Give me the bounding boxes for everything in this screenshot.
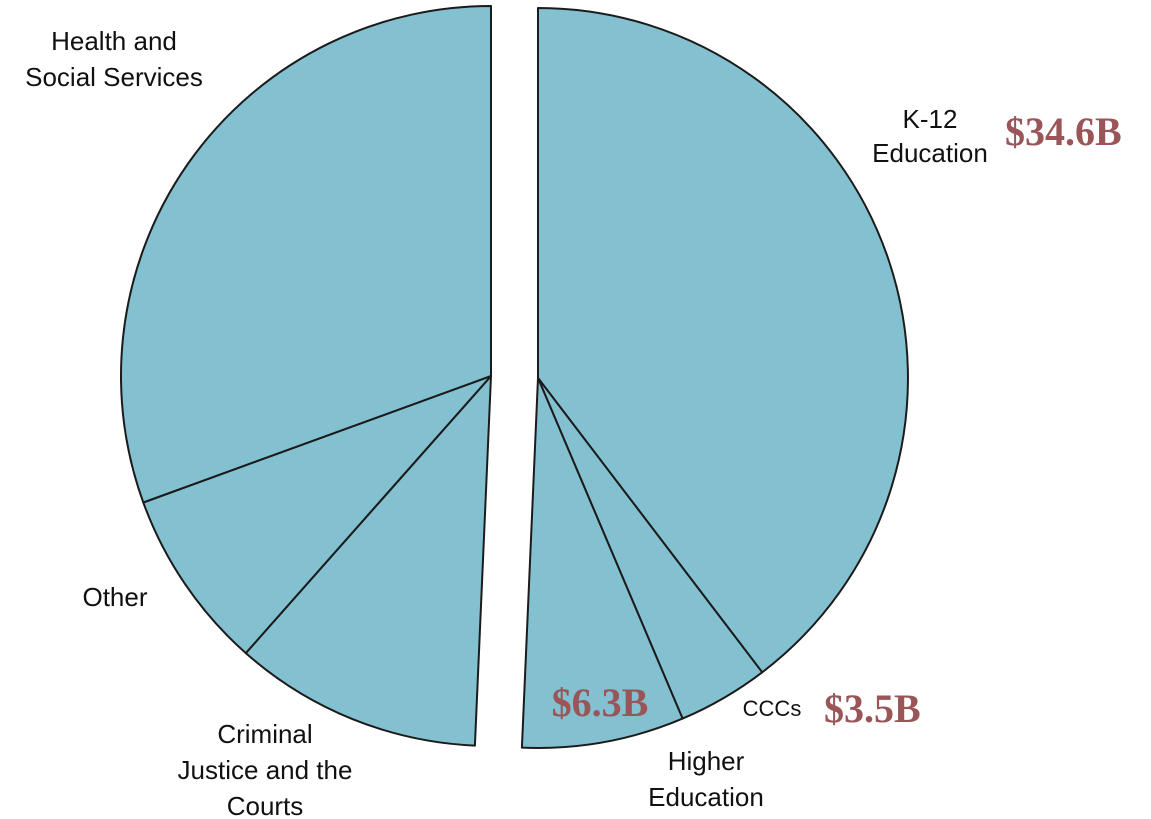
slices-layer	[120, 5, 909, 749]
slice-label-line: Social Services	[25, 62, 203, 92]
slice-label-line: Higher	[668, 746, 745, 776]
slice-label-line: K-12	[903, 104, 958, 134]
slice-label-k-12-education: K-12 Education	[872, 104, 988, 168]
slice-label-higher-education: Higher Education	[648, 746, 764, 812]
slice-label-line: CCCs	[743, 696, 802, 721]
slice-label-health-and-social-services: Health and Social Services	[25, 26, 203, 92]
amount-label-cccs: $3.5B	[824, 686, 921, 731]
slice-label-line: Education	[872, 138, 988, 168]
slice-label-criminal-justice-and-the-courts: Criminal Justice and the Courts	[178, 719, 353, 819]
pie-slice-higher-education	[520, 377, 684, 749]
slice-label-line: Criminal	[217, 719, 312, 749]
slice-label-line: Courts	[227, 791, 304, 819]
pie-slice-health-and-social-services	[120, 5, 492, 504]
slice-label-line: Education	[648, 782, 764, 812]
slice-label-cccs: CCCs	[743, 696, 802, 721]
pie-slice-criminal-justice-and-the-courts	[244, 375, 492, 747]
pie-slice-other	[142, 375, 492, 655]
slice-label-line: Other	[82, 582, 147, 612]
pie-slice-k-12-education	[537, 7, 909, 674]
amount-label-k-12-education: $34.6B	[1005, 109, 1122, 154]
slice-label-other: Other	[82, 582, 147, 612]
amount-label-higher-education: $6.3B	[552, 680, 649, 725]
slice-label-line: Health and	[51, 26, 177, 56]
slice-label-line: Justice and the	[178, 755, 353, 785]
labels-layer: K-12 Education $34.6B CCCs $3.5B Higher Educat…	[25, 26, 1122, 819]
